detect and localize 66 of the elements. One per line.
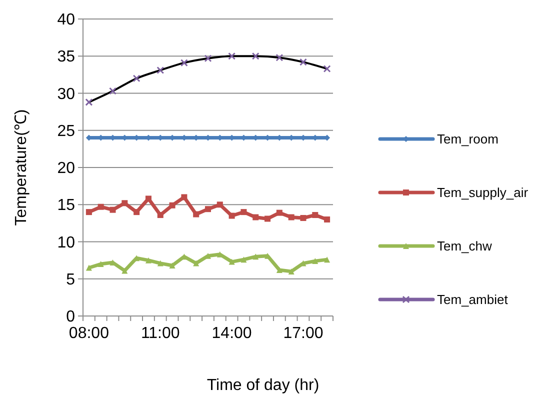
point <box>180 59 188 67</box>
legend-label: Tem_room <box>437 132 498 147</box>
point <box>252 52 260 60</box>
point <box>288 214 294 220</box>
point <box>216 202 223 208</box>
y-tick-label: 25 <box>57 122 76 140</box>
legend-label: Tem_ambiet <box>437 292 508 308</box>
point <box>240 256 247 263</box>
y-tick-label: 30 <box>57 86 76 103</box>
y-tick-label: 5 <box>66 271 76 288</box>
point <box>300 214 306 221</box>
point <box>134 209 140 216</box>
point <box>324 256 330 263</box>
point <box>122 200 128 206</box>
x-tick-label: 14:00 <box>212 325 252 342</box>
point <box>252 214 259 220</box>
x-axis-title: Time of day (hr) <box>206 377 320 394</box>
point <box>169 202 176 208</box>
point <box>169 262 176 269</box>
point <box>312 212 318 218</box>
point <box>323 65 331 72</box>
y-axis-title: Temperature(℃) <box>13 109 30 226</box>
point <box>86 264 92 271</box>
point <box>156 66 164 74</box>
point <box>264 216 271 222</box>
point <box>181 194 188 200</box>
point <box>157 212 164 218</box>
y-tick-label: 10 <box>57 234 76 252</box>
x-tick-label: 08:00 <box>68 325 110 342</box>
y-tick-label: 0 <box>66 308 76 326</box>
point <box>228 212 235 219</box>
point <box>85 98 93 106</box>
point <box>193 211 200 218</box>
point <box>109 87 117 95</box>
point <box>122 268 128 274</box>
line-series <box>88 55 328 104</box>
point <box>132 74 140 82</box>
point <box>324 216 330 222</box>
y-tick-label: 15 <box>57 197 76 214</box>
point <box>276 54 284 62</box>
legend-label: Tem_chw <box>437 238 493 254</box>
point <box>312 258 318 264</box>
point <box>193 260 200 266</box>
y-tick-label: 40 <box>57 12 76 29</box>
point <box>110 206 116 213</box>
point <box>276 266 282 273</box>
x-tick-label: 17:00 <box>283 325 324 342</box>
point <box>204 54 212 62</box>
y-tick-label: 20 <box>57 160 76 178</box>
point <box>145 196 152 202</box>
point <box>228 258 235 265</box>
point <box>252 254 259 260</box>
point <box>240 209 247 216</box>
point <box>157 260 164 266</box>
point <box>228 52 236 60</box>
y-tick-label: 35 <box>57 48 76 66</box>
point <box>276 210 282 216</box>
legend-label: Tem_supply_air <box>437 185 529 200</box>
x-tick-label: 11:00 <box>140 325 180 342</box>
point <box>98 261 104 268</box>
point <box>288 268 294 274</box>
point <box>299 58 307 66</box>
point <box>145 257 152 264</box>
point <box>98 204 104 210</box>
point <box>205 206 211 212</box>
point <box>86 209 92 216</box>
